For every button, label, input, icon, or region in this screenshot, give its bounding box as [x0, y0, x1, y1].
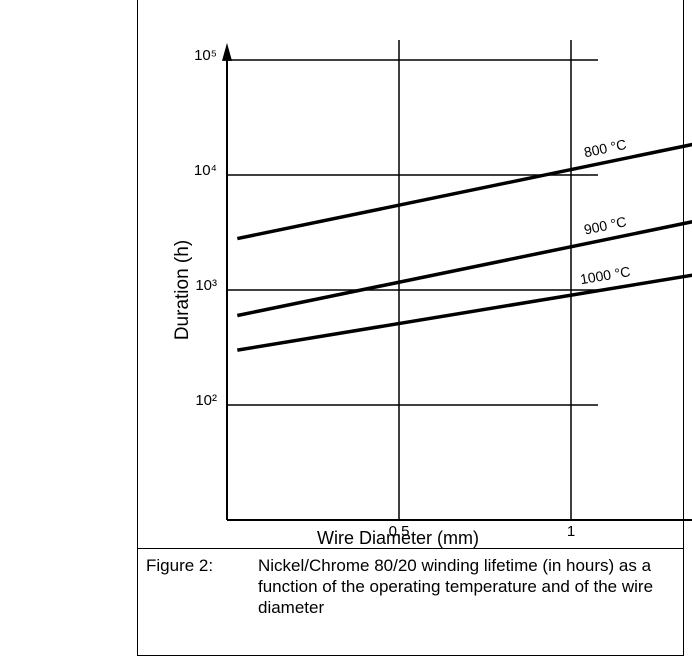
x-axis-label: Wire Diameter (mm): [317, 528, 479, 548]
x-tick-label: 0,5: [389, 523, 410, 540]
y-tick-label: 10²: [195, 392, 217, 409]
series-label: 900 °C: [582, 213, 627, 237]
chart: Duration (h) Wire Diameter (mm) 10²10³10…: [172, 40, 692, 548]
y-axis-arrow: [222, 42, 232, 61]
frame: [137, 0, 684, 656]
series-line: [236, 220, 692, 318]
caption-text: Nickel/Chrome 80/20 winding lifetime (in…: [258, 556, 654, 617]
y-tick-label: 10⁴: [194, 162, 217, 179]
series-label: 800 °C: [582, 136, 627, 160]
series-label: 1000 °C: [579, 263, 632, 287]
series-line: [236, 142, 692, 241]
y-axis-label: Duration (h): [172, 240, 193, 340]
caption-label: Figure 2:: [146, 556, 214, 575]
caption: Figure 2: Nickel/Chrome 80/20 winding li…: [137, 548, 684, 658]
y-tick-label: 10³: [195, 277, 217, 294]
series-line: [237, 273, 692, 352]
y-tick-label: 10⁵: [194, 47, 217, 64]
x-tick-label: 1: [567, 523, 575, 540]
